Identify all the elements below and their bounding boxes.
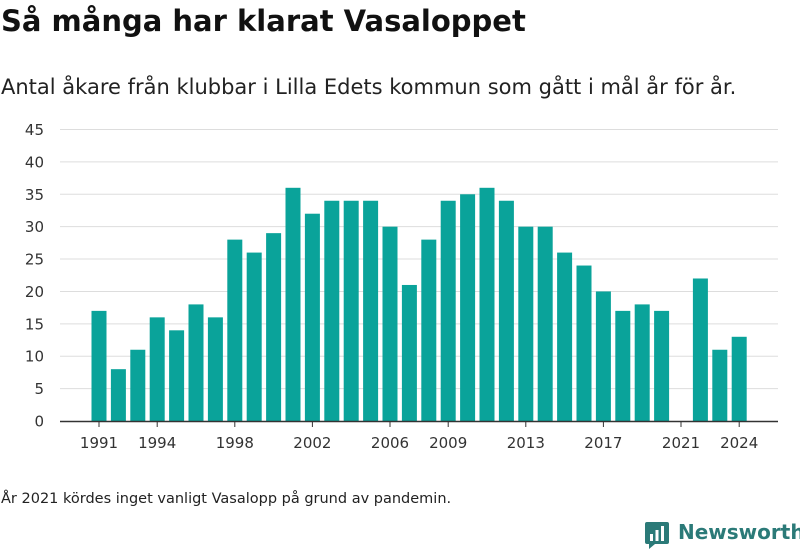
bar <box>440 200 456 421</box>
y-tick-label: 20 <box>25 283 44 301</box>
bar <box>91 310 107 421</box>
y-tick-label: 30 <box>25 218 44 236</box>
x-tick-label: 2021 <box>662 434 700 452</box>
y-gridlines <box>60 129 778 390</box>
x-tick-label: 1998 <box>216 434 254 452</box>
bar <box>130 349 146 421</box>
bar <box>557 252 573 421</box>
chart-title: Så många har klarat Vasaloppet <box>1 4 526 38</box>
newsworthy-logo-icon <box>645 522 669 549</box>
y-tick-label: 35 <box>25 186 44 204</box>
x-axis-tick-labels: 1991 1994 1998 2002 2006 2009 2013 2017 2021 2024 <box>80 434 758 452</box>
bar <box>324 200 340 421</box>
bar <box>110 369 126 421</box>
bar <box>692 278 708 421</box>
bar <box>537 226 553 421</box>
y-tick-label: 0 <box>34 413 44 431</box>
bar <box>712 349 728 421</box>
x-tick-label: 1991 <box>80 434 118 452</box>
footnote: År 2021 kördes inget vanligt Vasalopp på… <box>1 491 452 507</box>
bar <box>421 239 437 421</box>
chart-subtitle: Antal åkare från klubbar i Lilla Edets k… <box>1 75 737 99</box>
y-tick-label: 10 <box>25 348 44 366</box>
brand-name: Newsworthy <box>678 520 800 544</box>
y-tick-label: 40 <box>25 153 44 171</box>
x-tick-label: 2006 <box>371 434 409 452</box>
bar <box>207 317 223 421</box>
x-tick-label: 2013 <box>507 434 545 452</box>
y-tick-label: 45 <box>25 121 44 139</box>
bar <box>615 310 631 421</box>
y-axis-tick-labels: 0 5 10 15 20 25 30 35 40 45 <box>25 121 44 431</box>
bar <box>304 213 320 421</box>
bars <box>91 187 747 421</box>
x-tick-label: 2002 <box>293 434 331 452</box>
bar <box>576 265 592 421</box>
bar <box>401 284 417 421</box>
bar <box>285 187 301 421</box>
bar <box>227 239 243 421</box>
bar <box>731 336 747 421</box>
x-tick-label: 2009 <box>429 434 467 452</box>
x-tick-label: 2017 <box>584 434 622 452</box>
bar <box>363 200 379 421</box>
bar <box>266 233 282 421</box>
y-tick-label: 5 <box>34 380 44 398</box>
bar <box>460 194 476 421</box>
bar <box>654 310 670 421</box>
bar <box>169 330 185 421</box>
bar <box>595 291 611 421</box>
bar <box>382 226 398 421</box>
bar <box>149 317 165 421</box>
bar <box>634 304 650 421</box>
x-tick-label: 2024 <box>720 434 758 452</box>
bar <box>246 252 262 421</box>
bar <box>479 187 495 421</box>
bar <box>498 200 514 421</box>
y-tick-label: 15 <box>25 315 44 333</box>
bar <box>343 200 359 421</box>
bar-chart: 0 5 10 15 20 25 30 35 40 45 1991 1994 1998 2002 2006 2… <box>25 121 778 452</box>
y-tick-label: 25 <box>25 251 44 269</box>
bar <box>518 226 534 421</box>
bar <box>188 304 204 421</box>
x-axis-ticks <box>98 421 740 427</box>
x-tick-label: 1994 <box>138 434 176 452</box>
